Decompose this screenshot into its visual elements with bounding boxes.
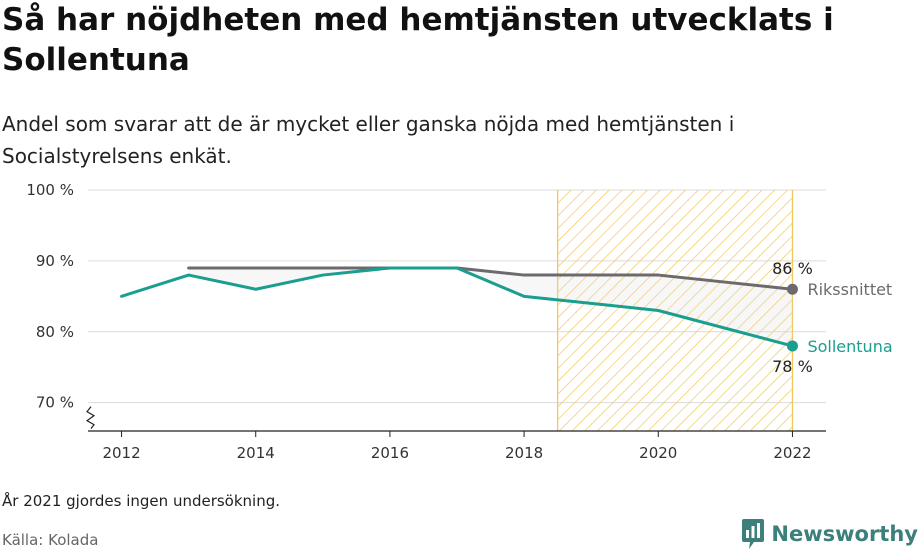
x-tick-label: 2014 xyxy=(237,444,275,462)
y-tick-label: 80 % xyxy=(36,323,74,341)
chart-subtitle: Andel som svarar att de är mycket eller … xyxy=(2,112,735,168)
footnote: År 2021 gjordes ingen undersökning. xyxy=(2,492,281,510)
series-label: Sollentuna xyxy=(807,337,892,356)
axis-break-icon xyxy=(85,406,96,430)
brand-logo: Newsworthy xyxy=(741,518,918,550)
axes: 70 % 80 % 90 % 100 % 2012 2014 2016 2018 2020 202… xyxy=(26,181,826,462)
end-value-label: 86 % xyxy=(772,259,813,278)
highlight-hatch xyxy=(557,190,793,431)
x-tick-label: 2016 xyxy=(371,444,409,462)
series-lines xyxy=(120,266,798,352)
x-tick-label: 2012 xyxy=(102,444,140,462)
y-tick-label: 100 % xyxy=(26,181,74,199)
series-label: Rikssnittet xyxy=(807,280,892,299)
end-value-label: 78 % xyxy=(772,357,813,376)
difference-band-fill xyxy=(188,267,793,346)
brand-name: Newsworthy xyxy=(771,522,918,546)
series-endpoint xyxy=(786,340,798,352)
x-tick-label: 2022 xyxy=(773,444,811,462)
series-line-sollentuna xyxy=(120,266,794,348)
chart-title: Så har nöjdheten med hemtjänsten utveckl… xyxy=(2,2,834,78)
highlight-area xyxy=(556,190,794,431)
x-tick-label: 2018 xyxy=(505,444,543,462)
newsworthy-logo-icon xyxy=(742,519,765,549)
series-endpoint xyxy=(786,283,798,295)
line-chart: 70 % 80 % 90 % 100 % 2012 2014 2016 2018 2020 202… xyxy=(26,181,893,462)
difference-band xyxy=(188,267,793,346)
source-note: Källa: Kolada xyxy=(2,531,99,549)
y-tick-label: 70 % xyxy=(36,394,74,412)
x-tick-label: 2020 xyxy=(639,444,677,462)
y-tick-label: 90 % xyxy=(36,252,74,270)
